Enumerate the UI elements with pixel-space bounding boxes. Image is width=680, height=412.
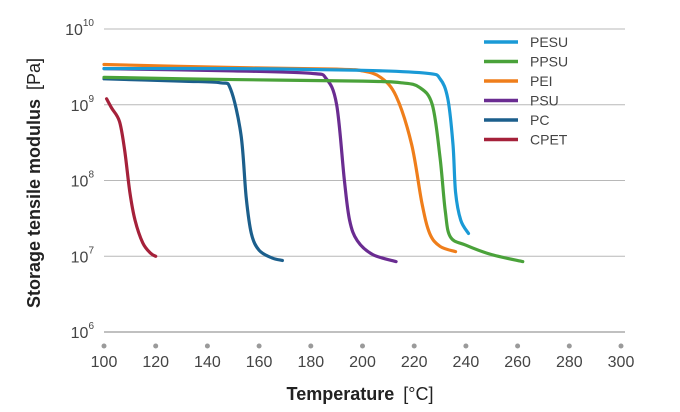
y-tick-base: 10 bbox=[71, 174, 89, 191]
series-line-pei bbox=[102, 62, 458, 254]
x-tick-mark bbox=[411, 343, 417, 349]
x-tick-label: 280 bbox=[556, 354, 583, 371]
legend-item-ppsu: PPSU bbox=[484, 54, 568, 70]
gridlines bbox=[104, 28, 625, 333]
x-tick-mark bbox=[463, 343, 469, 349]
y-tick-exponent: 10 bbox=[83, 18, 95, 29]
legend-label: PESU bbox=[530, 34, 568, 50]
legend-label: PEI bbox=[530, 73, 553, 89]
y-tick-label: 109 bbox=[71, 94, 95, 115]
x-tick-mark bbox=[101, 343, 107, 349]
legend-item-pc: PC bbox=[484, 112, 549, 128]
y-tick-base: 10 bbox=[71, 98, 89, 115]
series-lines bbox=[102, 62, 525, 264]
y-tick-exponent: 8 bbox=[88, 170, 94, 181]
series-line-psu bbox=[102, 67, 398, 264]
y-tick-label: 107 bbox=[71, 245, 95, 266]
x-tick-mark bbox=[153, 343, 159, 349]
y-tick-label: 108 bbox=[71, 170, 95, 191]
x-tick-label: 120 bbox=[142, 354, 169, 371]
legend-item-psu: PSU bbox=[484, 93, 559, 109]
legend-item-pei: PEI bbox=[484, 73, 553, 89]
x-tick-mark bbox=[618, 343, 624, 349]
x-tick-label: 160 bbox=[246, 354, 273, 371]
x-tick-label: 200 bbox=[349, 354, 376, 371]
x-tick-mark bbox=[308, 343, 314, 349]
y-tick-label: 1010 bbox=[65, 18, 94, 39]
y-axis-title-main: Storage tensile modulus bbox=[24, 99, 44, 308]
x-tick-label: 140 bbox=[194, 354, 221, 371]
x-tick-mark bbox=[256, 343, 262, 349]
legend-label: PPSU bbox=[530, 54, 568, 70]
series-line-pesu bbox=[102, 66, 471, 236]
series-line-cpet bbox=[104, 97, 158, 258]
y-tick-label: 106 bbox=[71, 321, 95, 342]
y-tick-exponent: 6 bbox=[88, 321, 94, 332]
legend: PESU PPSU PEI PSU PC CPET bbox=[484, 34, 568, 148]
x-tick-mark bbox=[515, 343, 521, 349]
x-tick-label: 100 bbox=[91, 354, 118, 371]
x-tick-label: 260 bbox=[504, 354, 531, 371]
legend-item-pesu: PESU bbox=[484, 34, 568, 50]
x-tick-mark bbox=[360, 343, 365, 349]
y-tick-base: 10 bbox=[65, 22, 83, 39]
x-tick-label: 220 bbox=[401, 354, 428, 371]
legend-label: PSU bbox=[530, 93, 559, 109]
y-tick-exponent: 9 bbox=[88, 94, 94, 105]
y-axis-title: Storage tensile modulus [Pa] bbox=[24, 58, 44, 308]
series-line-ppsu bbox=[102, 75, 525, 264]
series-line-pc bbox=[102, 77, 284, 263]
x-tick-mark bbox=[566, 343, 572, 349]
x-tick-label: 300 bbox=[608, 354, 635, 371]
legend-label: PC bbox=[530, 112, 549, 128]
x-axis-title-main: Temperature bbox=[287, 384, 395, 404]
x-tick-label: 240 bbox=[453, 354, 480, 371]
y-tick-base: 10 bbox=[71, 249, 89, 266]
legend-item-cpet: CPET bbox=[484, 132, 568, 148]
x-tick-label: 180 bbox=[297, 354, 324, 371]
x-axis-title: Temperature [°C] bbox=[287, 384, 434, 404]
x-tick-labels: 100 120 140 160 180 200 220 240 260 280 300 bbox=[91, 343, 635, 371]
x-tick-mark bbox=[204, 343, 210, 349]
x-axis-title-unit: [°C] bbox=[403, 384, 433, 404]
y-tick-exponent: 7 bbox=[88, 245, 94, 256]
legend-label: CPET bbox=[530, 132, 568, 148]
y-axis-title-unit: [Pa] bbox=[24, 58, 44, 90]
y-tick-base: 10 bbox=[71, 325, 89, 342]
